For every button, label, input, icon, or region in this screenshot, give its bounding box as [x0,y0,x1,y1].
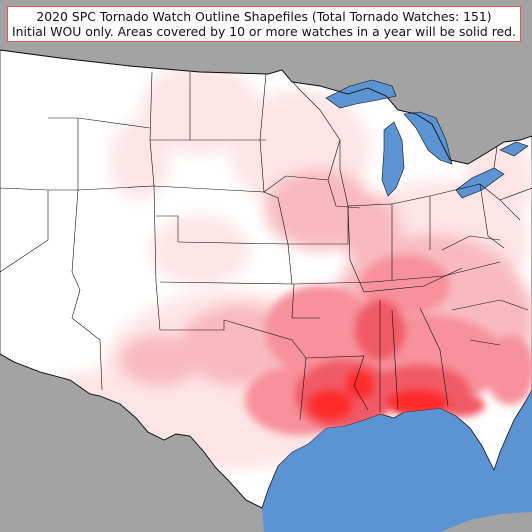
map-title-line1: 2020 SPC Tornado Watch Outline Shapefile… [36,9,492,24]
map-title-box: 2020 SPC Tornado Watch Outline Shapefile… [7,6,521,42]
great-lakes [325,79,529,199]
mexico-land [0,354,264,532]
country-borders [0,49,532,509]
cuba-land [440,512,532,532]
map-title-line2: Initial WOU only. Areas covered by 10 or… [12,24,516,39]
state-borders [0,69,532,421]
watch-frequency-shading [40,65,532,470]
